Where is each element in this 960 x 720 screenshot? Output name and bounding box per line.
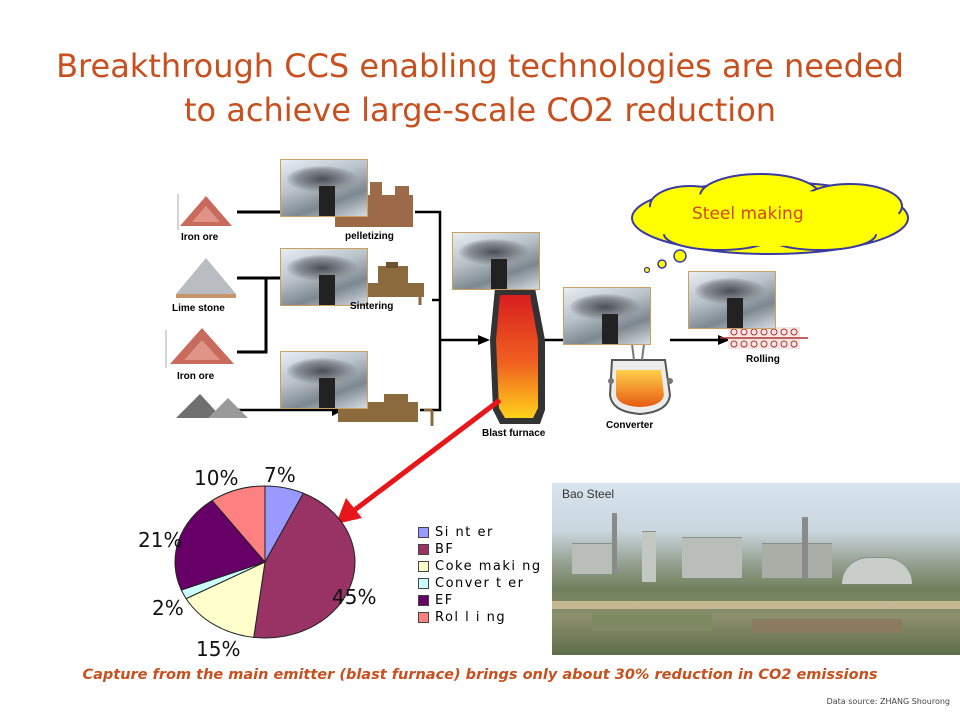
lime-stone-pile [176, 258, 236, 298]
legend-text: Conver t er [435, 575, 525, 591]
label-converter: Converter [606, 420, 654, 431]
pie-label-sinter: 7% [264, 463, 296, 487]
flow-arrowhead-bf [478, 335, 490, 345]
blast-furnace-shape [490, 288, 545, 424]
legend-text: Si nt er [435, 524, 494, 540]
pie-chart [174, 485, 356, 639]
smoke-image-blast-furnace [452, 232, 540, 290]
bao-steel-photo: Bao Steel [552, 483, 960, 655]
title-line-1: Breakthrough CCS enabling technologies a… [56, 47, 904, 85]
coal-pile [176, 394, 248, 418]
label-blast-furnace: Blast furnace [482, 428, 546, 439]
flow-line-lime-sinter [237, 276, 268, 354]
rolling-mill-shape [720, 327, 808, 349]
label-steel-making: Steel making [692, 204, 804, 224]
pie-slice-ef [174, 499, 266, 591]
iron-ore-pile-1 [177, 194, 234, 230]
photo-label: Bao Steel [562, 487, 615, 501]
pie-label-rolling: 10% [194, 466, 239, 490]
legend-text: BF [435, 541, 455, 557]
title-line-2: to achieve large-scale CO2 reduction [183, 91, 777, 129]
label-rolling: Rolling [746, 354, 780, 365]
legend-item-sinter: Si nt er [418, 524, 494, 540]
red-arrow [336, 398, 502, 524]
legend-item-converter: Conver t er [418, 575, 525, 591]
pie-slice-bf [253, 492, 356, 639]
pie-slice-rolling [211, 485, 266, 564]
smoke-image-sintering [280, 248, 368, 306]
pie-label-bf: 45% [332, 585, 377, 609]
legend-text: EF [435, 592, 454, 608]
pie-label-ef: 21% [138, 528, 183, 552]
data-source: Data source: ZHANG Shourong [826, 697, 950, 706]
legend-item-ef: EF [418, 592, 454, 608]
smoke-image-rolling [688, 271, 776, 329]
legend-swatch [418, 526, 429, 538]
legend-item-rolling: Rol l i ng [418, 609, 506, 625]
label-lime-stone: Lime stone [172, 303, 225, 314]
steel-making-cloud [631, 173, 909, 274]
converter-shape [608, 343, 673, 416]
legend-swatch [418, 560, 429, 572]
caption: Capture from the main emitter (blast fur… [82, 667, 878, 683]
legend-text: Rol l i ng [435, 609, 507, 625]
smoke-image-pelletizing [280, 159, 368, 217]
smoke-image-converter [563, 287, 651, 345]
pie-slices [174, 485, 356, 639]
pie-label-coke: 15% [196, 637, 241, 661]
label-pelletizing: pelletizing [345, 231, 394, 242]
label-sintering: Sintering [350, 301, 394, 312]
iron-ore-pile-2 [165, 328, 234, 368]
legend-item-bf: BF [418, 541, 454, 557]
legend-item-coke: Coke maki ng [418, 558, 542, 574]
legend-swatch [418, 611, 429, 623]
pie-label-converter: 2% [152, 596, 184, 620]
legend-swatch [418, 543, 429, 555]
legend-swatch [418, 594, 429, 606]
legend-text: Coke maki ng [435, 558, 542, 574]
pie-legend: Si nt er BF Coke maki ng Conver t er EF … [418, 524, 548, 630]
smoke-image-coke [280, 351, 368, 409]
label-iron-ore-1: Iron ore [181, 232, 219, 243]
pie-slice-coke-making [185, 561, 266, 638]
label-iron-ore-2: Iron ore [177, 371, 215, 382]
flow-bus [415, 210, 442, 412]
legend-swatch [418, 577, 429, 589]
slide-title: Breakthrough CCS enabling technologies a… [20, 44, 940, 132]
